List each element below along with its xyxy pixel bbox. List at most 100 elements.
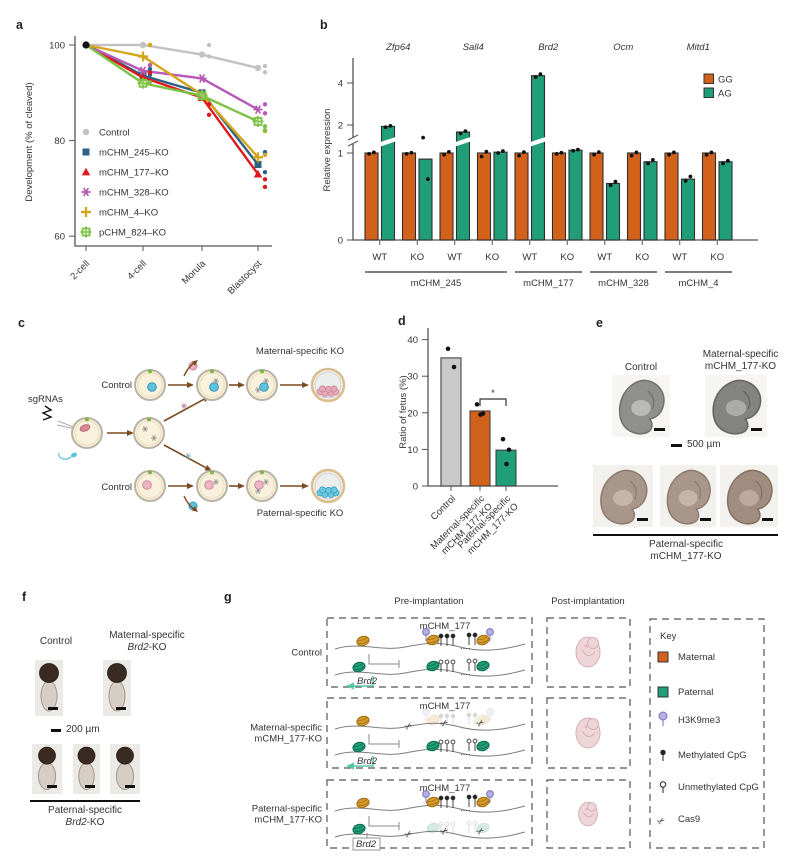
shape	[357, 717, 369, 725]
b-bar	[626, 152, 642, 241]
b-dot	[533, 75, 538, 80]
b-dot	[421, 135, 425, 140]
g-row-label: Maternal-specific	[250, 723, 322, 734]
f-ko-suffix: -KO	[86, 816, 105, 828]
embryo-photo	[35, 660, 63, 716]
b-dot	[484, 149, 489, 154]
g-methylated-cpg	[450, 633, 456, 639]
g-methylated-cpg	[438, 795, 444, 801]
d-ytick-label: 0	[413, 482, 418, 493]
shape	[427, 742, 439, 750]
embryo-inner	[739, 490, 759, 506]
e-underline	[593, 534, 778, 536]
g-nucleosome	[352, 741, 366, 753]
g-pre-header: Pre-implantation	[394, 596, 463, 607]
a-scatter-dot	[147, 42, 153, 48]
g-post-box	[546, 779, 631, 849]
marker-square	[82, 148, 90, 156]
c-arrow	[163, 398, 205, 422]
b-bar	[568, 149, 583, 241]
g-unmethylated-cpg	[450, 659, 456, 665]
marker-asterisk	[198, 74, 206, 83]
shape	[476, 822, 490, 834]
a-scatter-dot	[262, 127, 268, 133]
c-polar-body	[260, 369, 264, 374]
c-sgrnas-label: sgRNAs	[28, 394, 63, 405]
shape	[666, 469, 711, 525]
g-pre-box	[326, 697, 533, 769]
shape	[346, 682, 354, 690]
b-dot	[383, 125, 388, 130]
key-h3k9me3-icon	[658, 711, 668, 721]
a-series-line	[85, 43, 259, 111]
c-pronucleus-pink	[254, 480, 264, 490]
shape	[357, 637, 369, 645]
shape	[143, 427, 147, 431]
c-blastomere	[325, 385, 332, 393]
embryo-photo	[705, 375, 767, 437]
b-dot	[667, 152, 671, 157]
c-polar-body	[148, 470, 152, 475]
g-methylated-cpg	[438, 713, 444, 719]
g-cas9-scissors: ✂	[438, 717, 451, 731]
c-sgrna-squiggle	[41, 405, 53, 421]
g-nucleosome	[352, 823, 366, 835]
g-repression-line	[368, 654, 399, 665]
g-unmethylated-cpg	[450, 739, 456, 745]
b-dot	[426, 177, 430, 182]
d-dot	[504, 461, 509, 467]
a-scatter-dot	[262, 152, 268, 158]
g-transcription-arrow	[353, 756, 374, 767]
photo-scalebar	[47, 785, 57, 788]
marker-boxplus	[138, 78, 148, 88]
b-cond-label: KO	[635, 252, 649, 263]
b-bar-break	[380, 137, 396, 147]
embryo-head	[77, 746, 96, 765]
shape	[726, 469, 773, 525]
d-y-axis-title: Ratio of fetus (%)	[398, 375, 409, 448]
a-scatter-dot	[147, 66, 153, 72]
a-xtick-label: 2-cell	[68, 258, 92, 282]
g-ellipsis: ....	[460, 803, 471, 814]
c-polar-body	[85, 417, 89, 422]
marker-boxplus	[253, 117, 263, 126]
b-bar-break	[455, 137, 471, 147]
panel-g-model: Pre-implantation Post-implantation Control…	[250, 596, 765, 851]
b-legend-swatch	[703, 73, 714, 84]
shape	[182, 404, 186, 408]
g-nucleosome	[476, 660, 490, 672]
g-nucleosome	[426, 822, 440, 834]
shape	[587, 718, 599, 730]
b-dot	[592, 152, 596, 157]
g-unmethylated-cpg	[444, 821, 450, 827]
b-gene-label: Sall4	[463, 42, 484, 53]
shape	[427, 662, 439, 670]
b-dot	[372, 150, 376, 155]
g-paternal-cluster: ....	[426, 820, 490, 840]
key-item-label: Unmethylated CpG	[678, 782, 759, 793]
photo-scalebar	[637, 518, 648, 521]
e-scalebar	[671, 444, 682, 447]
b-dot	[388, 123, 393, 128]
shape	[264, 379, 268, 383]
b-bar	[380, 125, 396, 241]
c-embryo-cell	[71, 417, 103, 449]
c-sperm-head	[70, 452, 78, 458]
d-ytick-label: 40	[407, 335, 418, 346]
embryo-photo	[32, 744, 62, 794]
d-ytick-label: 10	[407, 445, 418, 456]
embryo-photo-svg	[660, 465, 716, 527]
shape	[585, 808, 588, 811]
a-ytick-label: 80	[54, 136, 65, 147]
b-dot	[496, 151, 500, 155]
c-blastomere	[330, 385, 338, 393]
embryo-photo	[73, 744, 100, 794]
g-paternal-cluster: ....	[426, 658, 490, 678]
embryo-photo	[593, 465, 653, 527]
g-maternal-cluster: ....	[422, 790, 494, 814]
g-nucleosome	[476, 740, 490, 752]
b-bar	[439, 152, 454, 241]
b-bar	[701, 152, 717, 241]
marker-circle	[82, 128, 90, 136]
g-row-label: Control	[291, 648, 322, 659]
